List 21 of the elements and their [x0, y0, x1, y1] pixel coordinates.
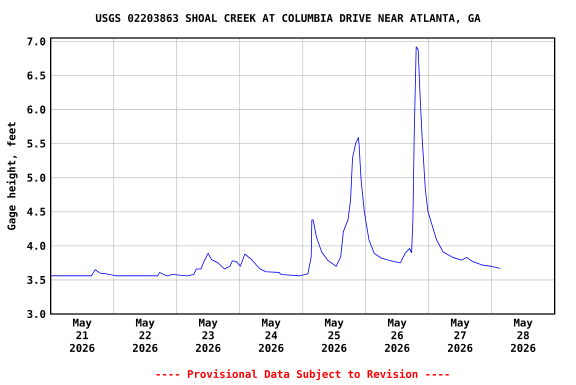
y-tick-label: 6.5 — [27, 72, 46, 80]
y-tick-label: 4.5 — [27, 208, 46, 216]
x-tick-label: May 27 2026 — [448, 318, 472, 352]
y-tick-label: 5.5 — [27, 140, 46, 148]
chart-title: USGS 02203863 SHOAL CREEK AT COLUMBIA DRIVE NEAR ATLANTA, GA — [96, 14, 480, 24]
y-tick-label: 3.0 — [27, 310, 46, 318]
x-tick-label: May 24 2026 — [258, 318, 284, 352]
y-tick-label: 5.0 — [27, 174, 46, 182]
x-tick-label: May 26 2026 — [384, 318, 410, 352]
line-series — [50, 46, 501, 276]
y-tick-label: 6.0 — [27, 106, 46, 114]
x-tick-label: May 23 2026 — [196, 318, 220, 352]
x-tick-label: May 28 2026 — [510, 318, 536, 352]
x-tick-label: May 22 2026 — [132, 318, 158, 352]
y-tick-label: 7.0 — [27, 38, 46, 46]
x-tick-label: May 25 2026 — [322, 318, 346, 352]
text: ---- Provisional Data Subject to Revision ---- — [156, 369, 449, 380]
x-tick-label: May 21 2026 — [70, 318, 94, 352]
y-axis-title: Gage height, feet — [6, 122, 18, 230]
y-tick-label: 3.5 — [27, 276, 46, 284]
y-tick-label: 4.0 — [27, 242, 46, 250]
